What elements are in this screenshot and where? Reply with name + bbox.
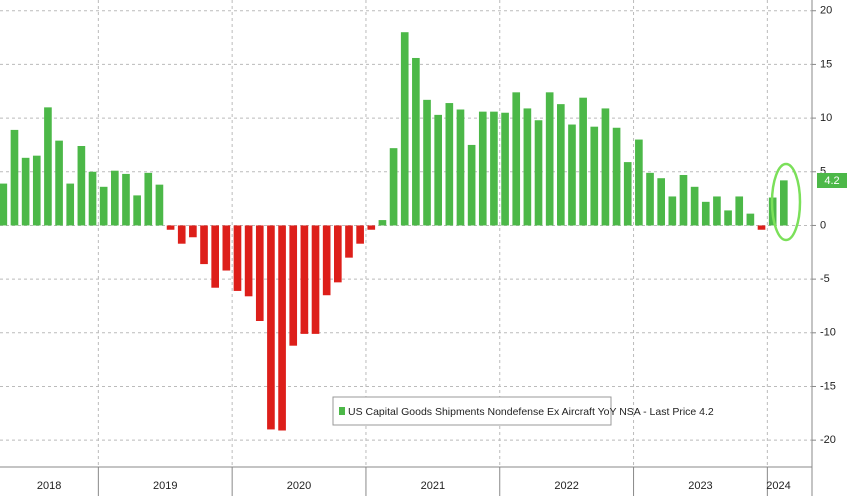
bar (0, 183, 8, 226)
legend-text: US Capital Goods Shipments Nondefense Ex… (348, 406, 714, 418)
bar (144, 172, 153, 226)
bar (557, 104, 565, 226)
bar (133, 195, 141, 226)
bar (21, 157, 30, 226)
bar (99, 186, 108, 226)
bar (66, 183, 75, 226)
legend-swatch (339, 407, 345, 415)
bar (467, 144, 476, 226)
bar (735, 196, 744, 226)
bar (757, 225, 766, 230)
bar (724, 210, 732, 226)
bar (512, 92, 521, 226)
bar (311, 225, 320, 334)
bar (701, 201, 710, 226)
bar (367, 225, 376, 230)
bar (657, 178, 665, 226)
bar (189, 225, 197, 238)
bar (456, 109, 465, 226)
bar (122, 173, 130, 226)
bar (10, 129, 19, 226)
bar (713, 196, 721, 226)
bar (523, 108, 532, 226)
x-tick-label: 2021 (421, 480, 445, 492)
bar (300, 225, 309, 334)
bar (211, 225, 219, 288)
bar (155, 184, 164, 226)
bar (545, 92, 554, 226)
bar (378, 220, 387, 226)
bar (601, 108, 610, 226)
bar (111, 170, 119, 226)
last-price-box (817, 173, 847, 188)
bar (55, 140, 63, 226)
bar (356, 225, 364, 244)
x-tick-label: 2018 (37, 480, 61, 492)
grid (0, 0, 812, 496)
legend-box (332, 396, 612, 426)
bar (222, 225, 231, 271)
bars (0, 32, 788, 431)
bar (278, 225, 286, 431)
bar (88, 171, 97, 226)
bar (445, 103, 454, 226)
x-tick-label: 2022 (554, 480, 578, 492)
y-tick-label: -15 (820, 380, 836, 392)
y-tick-label: -5 (820, 273, 830, 285)
bar (434, 114, 442, 226)
y-tick-label: 5 (820, 166, 826, 178)
bar (345, 225, 353, 258)
bar (412, 57, 420, 226)
bar (534, 120, 543, 226)
x-tick-label: 2019 (153, 480, 177, 492)
bar (32, 155, 41, 226)
highlight-ellipse (770, 162, 802, 242)
x-tick-label: 2020 (287, 480, 311, 492)
bar (478, 111, 487, 226)
bar (322, 225, 331, 296)
bar (44, 107, 52, 226)
bar (289, 225, 298, 346)
y-tick-label: -10 (820, 327, 836, 339)
bar (679, 174, 688, 226)
bar (334, 225, 342, 283)
y-tick-label: 0 (820, 219, 826, 231)
bar (746, 213, 755, 226)
bar (177, 225, 186, 244)
bar (501, 112, 509, 226)
bar (400, 32, 409, 226)
bar (233, 225, 242, 291)
bar (389, 148, 398, 226)
bar (244, 225, 253, 297)
x-tick-label: 2024 (766, 480, 790, 492)
last-price-label: 4.2 (824, 175, 839, 187)
bar (635, 139, 643, 226)
bar (423, 99, 431, 226)
bar (668, 196, 677, 226)
bar (590, 126, 599, 226)
bar (267, 225, 275, 430)
bar (200, 225, 208, 265)
bar (77, 146, 86, 226)
bar (579, 97, 587, 226)
y-tick-label: -20 (820, 434, 836, 446)
bar (255, 225, 264, 321)
bar (646, 172, 654, 226)
bar (690, 186, 699, 226)
ticks: -20 -15 -10 -5 0 5 10 15 20 2018 2019 2020 2021 2022 2… (37, 5, 836, 492)
x-tick-label: 2023 (688, 480, 712, 492)
y-tick-label: 20 (820, 5, 832, 17)
bar (780, 180, 788, 226)
bar (623, 162, 632, 226)
bar (490, 111, 498, 226)
y-tick-label: 15 (820, 58, 832, 70)
bar (612, 127, 621, 226)
y-tick-label: 10 (820, 112, 832, 124)
bar (568, 124, 576, 226)
bar (166, 225, 175, 230)
